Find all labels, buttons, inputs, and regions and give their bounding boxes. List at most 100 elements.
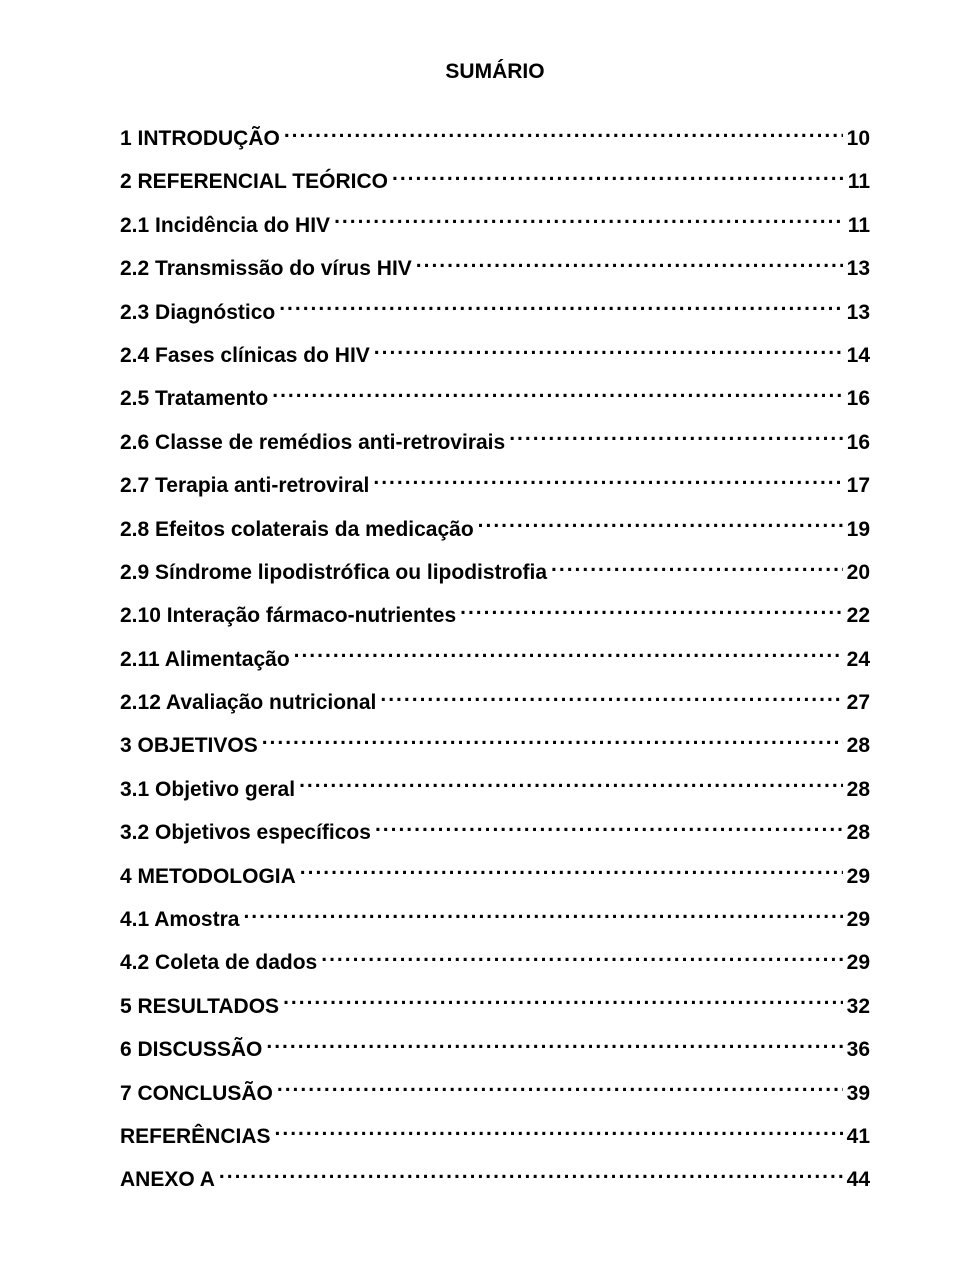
toc-page-number: 11 <box>848 211 870 240</box>
page-title: SUMÁRIO <box>120 60 870 84</box>
toc-page-number: 36 <box>847 1035 870 1064</box>
toc-row: 5 RESULTADOS 32 <box>120 992 870 1021</box>
toc-label: 2.7 Terapia anti-retroviral <box>120 471 369 500</box>
toc-leader-dots <box>283 992 843 1013</box>
toc-leader-dots <box>299 775 843 796</box>
toc-leader-dots <box>374 341 843 362</box>
toc-page-number: 32 <box>847 992 870 1021</box>
toc-page-number: 41 <box>847 1122 870 1151</box>
toc-leader-dots <box>380 688 842 709</box>
toc-leader-dots <box>272 384 842 405</box>
toc-page-number: 17 <box>847 471 870 500</box>
toc-label: 7 CONCLUSÃO <box>120 1079 273 1108</box>
toc-row: 1 INTRODUÇÃO 10 <box>120 124 870 153</box>
toc-leader-dots <box>334 211 844 232</box>
toc-leader-dots <box>219 1165 843 1186</box>
toc-leader-dots <box>551 558 843 579</box>
toc-leader-dots <box>478 515 843 536</box>
toc-label: 2.3 Diagnóstico <box>120 298 275 327</box>
toc-label: 4 METODOLOGIA <box>120 862 296 891</box>
toc-label: 2.11 Alimentação <box>120 645 290 674</box>
toc-row: 4 METODOLOGIA 29 <box>120 862 870 891</box>
toc-row: 3.1 Objetivo geral 28 <box>120 775 870 804</box>
toc-row: 7 CONCLUSÃO 39 <box>120 1079 870 1108</box>
toc-row: 2.6 Classe de remédios anti-retrovirais 1… <box>120 428 870 457</box>
toc-page-number: 29 <box>847 905 870 934</box>
toc-row: ANEXO A44 <box>120 1165 870 1194</box>
toc-label: 2.10 Interação fármaco-nutrientes <box>120 601 456 630</box>
toc-row: 2.3 Diagnóstico 13 <box>120 298 870 327</box>
toc-leader-dots <box>373 471 842 492</box>
toc-label: 4.1 Amostra <box>120 905 239 934</box>
toc-leader-dots <box>509 428 842 449</box>
toc-page-number: 14 <box>847 341 870 370</box>
toc-row: 3.2 Objetivos específicos 28 <box>120 818 870 847</box>
toc-leader-dots <box>284 124 843 145</box>
toc-label: 4.2 Coleta de dados <box>120 948 317 977</box>
toc-page-number: 16 <box>847 384 870 413</box>
toc-page-number: 29 <box>847 862 870 891</box>
toc-leader-dots <box>243 905 842 926</box>
toc-label: 1 INTRODUÇÃO <box>120 124 280 153</box>
toc-label: REFERÊNCIAS <box>120 1122 271 1151</box>
toc-page-number: 10 <box>847 124 870 153</box>
toc-row: 2 REFERENCIAL TEÓRICO 11 <box>120 167 870 196</box>
toc-page-number: 13 <box>847 254 870 283</box>
toc-label: 2.9 Síndrome lipodistrófica ou lipodistr… <box>120 558 547 587</box>
toc-label: 2 REFERENCIAL TEÓRICO <box>120 167 388 196</box>
toc-leader-dots <box>321 948 842 969</box>
toc-page-number: 22 <box>847 601 870 630</box>
toc-label: 2.8 Efeitos colaterais da medicação <box>120 515 474 544</box>
toc-page-number: 28 <box>847 775 870 804</box>
toc-page-number: 13 <box>847 298 870 327</box>
toc-row: 2.12 Avaliação nutricional 27 <box>120 688 870 717</box>
toc-leader-dots <box>375 818 843 839</box>
toc-label: 2.6 Classe de remédios anti-retrovirais <box>120 428 505 457</box>
table-of-contents: 1 INTRODUÇÃO102 REFERENCIAL TEÓRICO112.1… <box>120 124 870 1195</box>
toc-page-number: 28 <box>847 818 870 847</box>
toc-row: 4.1 Amostra 29 <box>120 905 870 934</box>
toc-leader-dots <box>294 645 843 666</box>
toc-row: 2.11 Alimentação 24 <box>120 645 870 674</box>
toc-page-number: 39 <box>847 1079 870 1108</box>
toc-leader-dots <box>416 254 843 275</box>
toc-page-number: 27 <box>847 688 870 717</box>
toc-row: 2.5 Tratamento 16 <box>120 384 870 413</box>
toc-row: 2.2 Transmissão do vírus HIV 13 <box>120 254 870 283</box>
toc-label: ANEXO A <box>120 1165 215 1194</box>
toc-leader-dots <box>392 167 844 188</box>
toc-label: 2.4 Fases clínicas do HIV <box>120 341 370 370</box>
toc-label: 3.1 Objetivo geral <box>120 775 295 804</box>
toc-label: 6 DISCUSSÃO <box>120 1035 262 1064</box>
toc-leader-dots <box>262 731 843 752</box>
toc-label: 3.2 Objetivos específicos <box>120 818 371 847</box>
toc-leader-dots <box>275 1122 843 1143</box>
toc-row: REFERÊNCIAS 41 <box>120 1122 870 1151</box>
toc-row: 3 OBJETIVOS 28 <box>120 731 870 760</box>
toc-row: 2.9 Síndrome lipodistrófica ou lipodistr… <box>120 558 870 587</box>
toc-row: 2.10 Interação fármaco-nutrientes 22 <box>120 601 870 630</box>
toc-label: 2.2 Transmissão do vírus HIV <box>120 254 412 283</box>
toc-leader-dots <box>277 1079 843 1100</box>
toc-page-number: 29 <box>847 948 870 977</box>
toc-label: 5 RESULTADOS <box>120 992 279 1021</box>
toc-page-number: 19 <box>847 515 870 544</box>
toc-page-number: 28 <box>847 731 870 760</box>
toc-page-number: 24 <box>847 645 870 674</box>
toc-leader-dots <box>460 601 843 622</box>
toc-row: 4.2 Coleta de dados 29 <box>120 948 870 977</box>
toc-page-number: 16 <box>847 428 870 457</box>
toc-row: 2.1 Incidência do HIV11 <box>120 211 870 240</box>
toc-label: 3 OBJETIVOS <box>120 731 258 760</box>
toc-row: 2.4 Fases clínicas do HIV 14 <box>120 341 870 370</box>
toc-label: 2.5 Tratamento <box>120 384 268 413</box>
toc-row: 2.7 Terapia anti-retroviral 17 <box>120 471 870 500</box>
toc-label: 2.12 Avaliação nutricional <box>120 688 376 717</box>
toc-leader-dots <box>300 862 843 883</box>
toc-leader-dots <box>266 1035 842 1056</box>
toc-page-number: 11 <box>848 167 870 196</box>
toc-leader-dots <box>279 298 842 319</box>
toc-page-number: 20 <box>847 558 870 587</box>
toc-row: 6 DISCUSSÃO 36 <box>120 1035 870 1064</box>
toc-row: 2.8 Efeitos colaterais da medicação 19 <box>120 515 870 544</box>
